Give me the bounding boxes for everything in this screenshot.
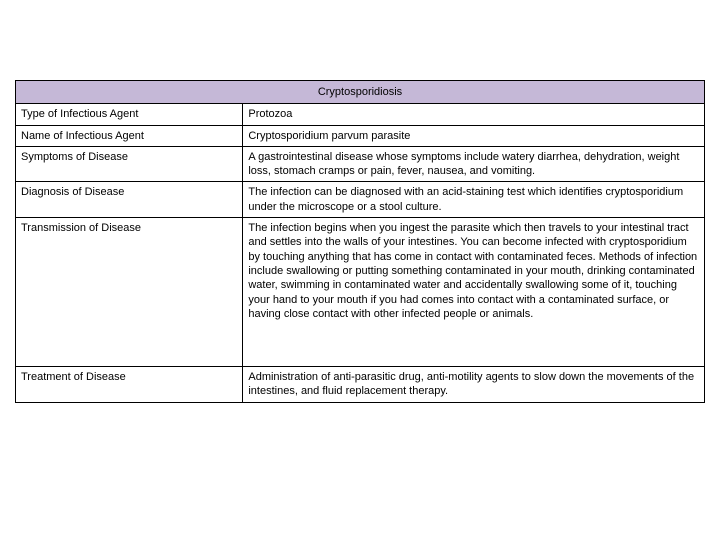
table-header-row: Cryptosporidiosis	[16, 81, 705, 104]
table-row: Type of Infectious AgentProtozoa	[16, 104, 705, 125]
row-label: Name of Infectious Agent	[16, 125, 243, 146]
table-row: Treatment of DiseaseAdministration of an…	[16, 367, 705, 403]
row-value: The infection can be diagnosed with an a…	[243, 182, 705, 218]
row-label: Treatment of Disease	[16, 367, 243, 403]
row-label: Transmission of Disease	[16, 218, 243, 367]
table-row: Name of Infectious AgentCryptosporidium …	[16, 125, 705, 146]
disease-info-table: CryptosporidiosisType of Infectious Agen…	[15, 80, 705, 403]
row-value: Cryptosporidium parvum parasite	[243, 125, 705, 146]
row-value: Administration of anti-parasitic drug, a…	[243, 367, 705, 403]
row-value: A gastrointestinal disease whose symptom…	[243, 146, 705, 182]
row-value: The infection begins when you ingest the…	[243, 218, 705, 367]
table-row: Symptoms of DiseaseA gastrointestinal di…	[16, 146, 705, 182]
row-label: Type of Infectious Agent	[16, 104, 243, 125]
row-label: Diagnosis of Disease	[16, 182, 243, 218]
table-row: Transmission of DiseaseThe infection beg…	[16, 218, 705, 367]
row-label: Symptoms of Disease	[16, 146, 243, 182]
table-title: Cryptosporidiosis	[16, 81, 705, 104]
row-value: Protozoa	[243, 104, 705, 125]
table-body: CryptosporidiosisType of Infectious Agen…	[16, 81, 705, 403]
table-row: Diagnosis of DiseaseThe infection can be…	[16, 182, 705, 218]
